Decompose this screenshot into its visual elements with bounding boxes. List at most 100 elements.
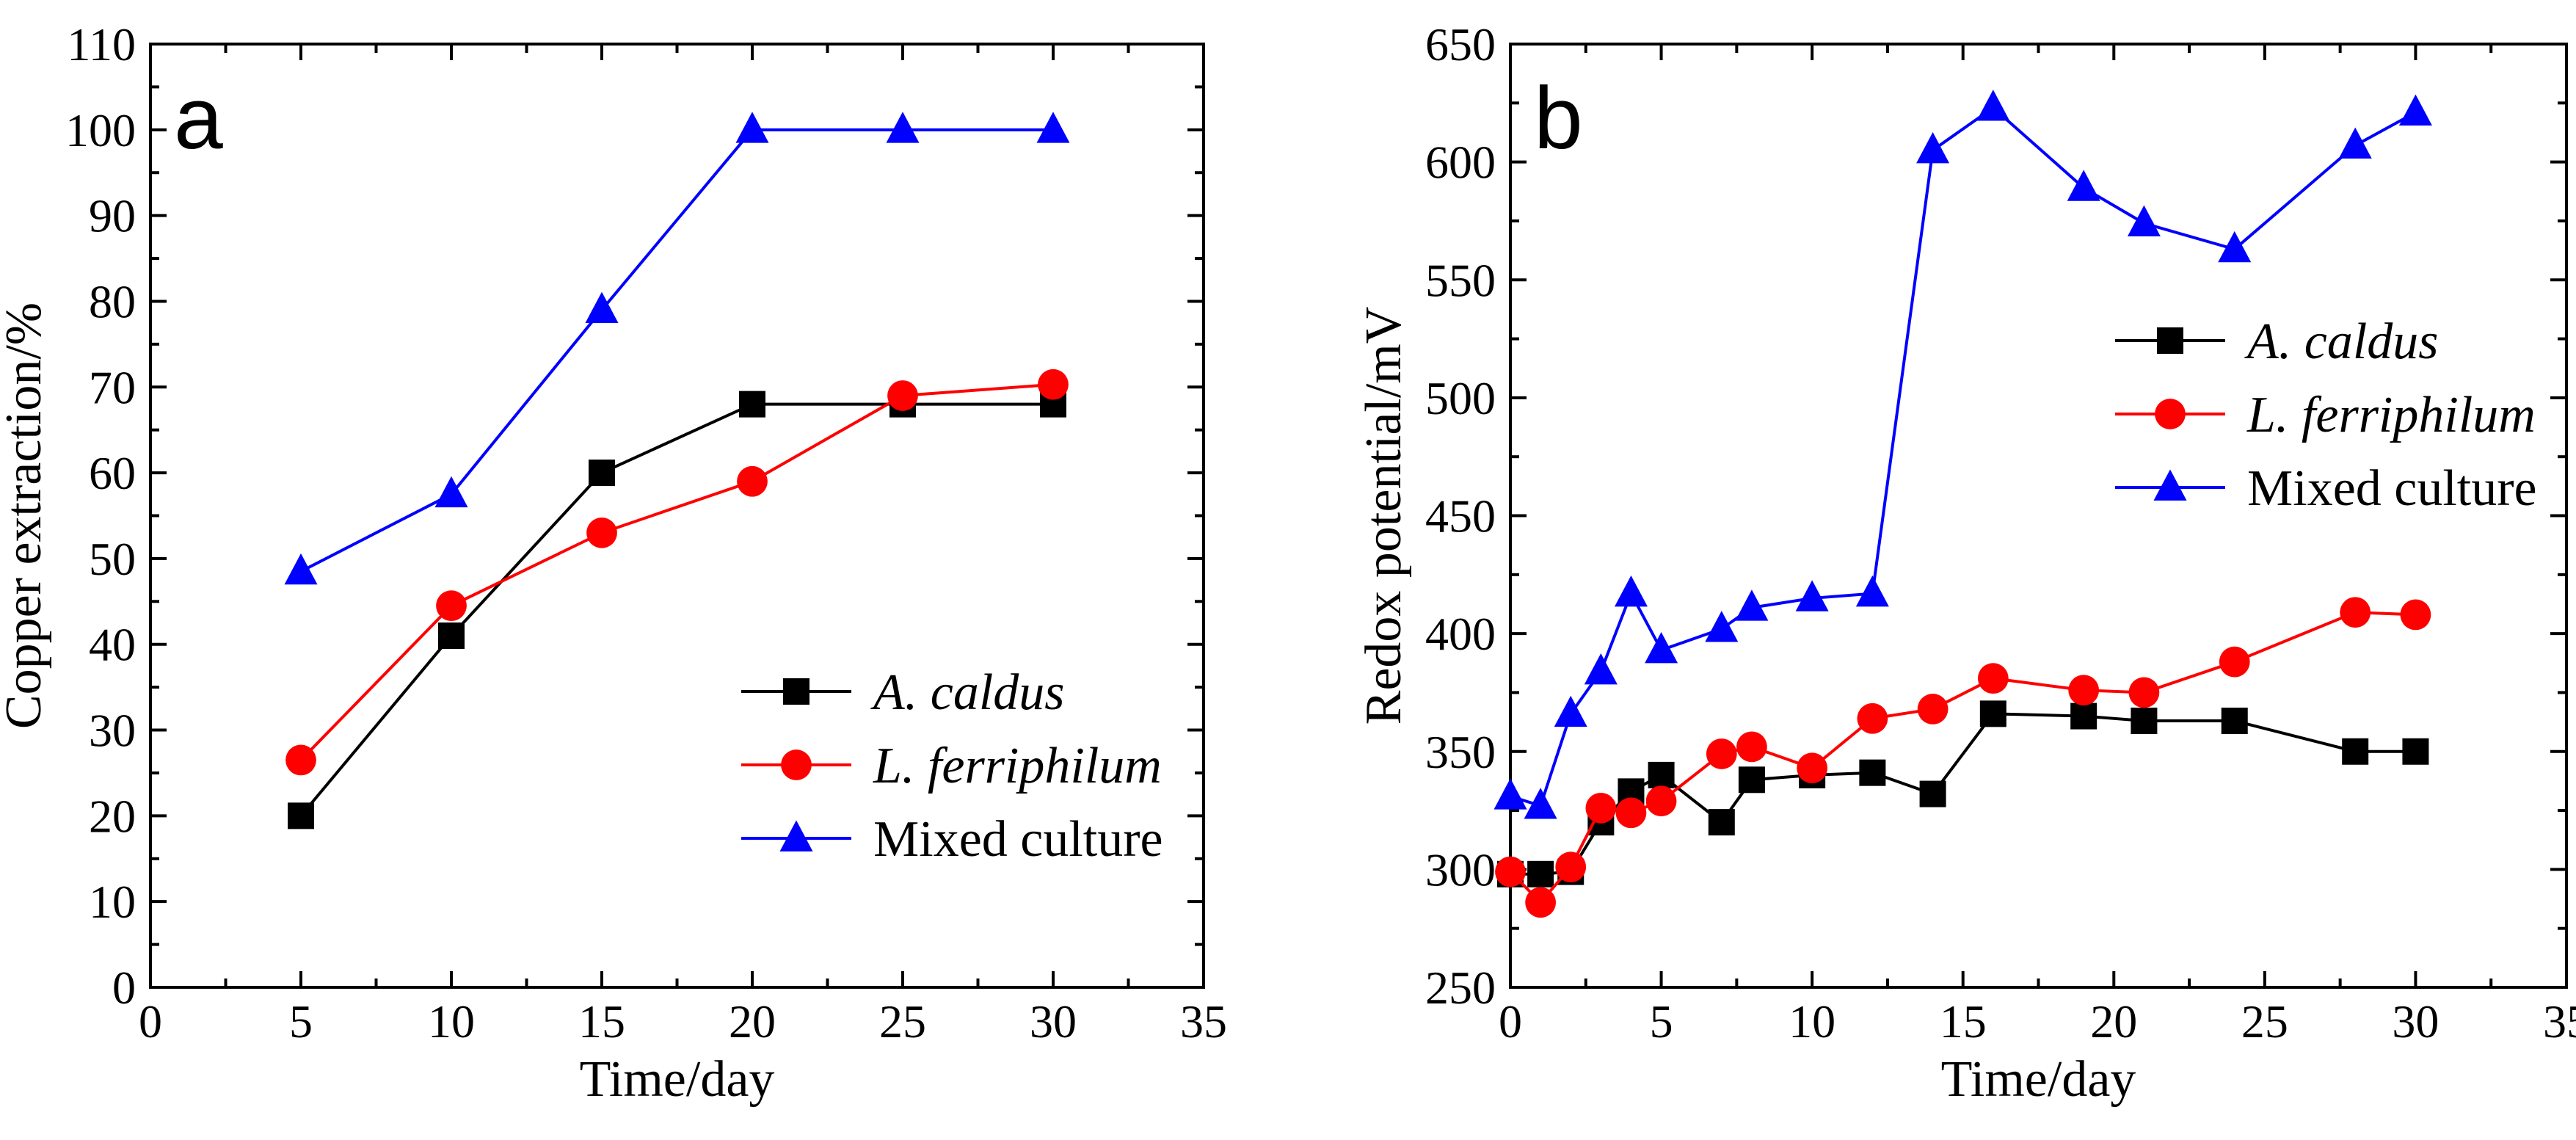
chart-b-point-mixed-culture bbox=[1735, 589, 1769, 621]
chart-a-x-tick-label: 20 bbox=[729, 995, 776, 1048]
chart-b-legend-marker-mixed-culture bbox=[2153, 469, 2187, 501]
chart-b-x-axis-title: Time/day bbox=[1941, 1051, 2136, 1108]
chart-b-point-mixed-culture bbox=[2067, 170, 2100, 201]
chart-b-point-l-ferriphilum bbox=[2128, 677, 2160, 708]
chart-a-point-mixed-culture bbox=[585, 291, 619, 323]
chart-b-point-l-ferriphilum bbox=[1585, 792, 1617, 824]
chart-b-point-l-ferriphilum bbox=[1736, 731, 1767, 763]
chart-b-point-mixed-culture bbox=[1916, 132, 1950, 164]
chart-a-point-a-caldus bbox=[739, 391, 765, 418]
chart-a-point-l-ferriphilum bbox=[586, 517, 617, 548]
chart-b-point-l-ferriphilum bbox=[1495, 856, 1526, 887]
chart-b-legend: A. caldus L. ferriphilum Mixed culture bbox=[2115, 313, 2537, 517]
chart-a-y-tick-label: 10 bbox=[89, 876, 136, 928]
chart-a-y-tick-label: 70 bbox=[89, 361, 136, 413]
chart-b-point-a-caldus bbox=[2402, 738, 2429, 765]
chart-b-legend-label-l-ferriphilum: L. ferriphilum bbox=[2246, 387, 2536, 443]
chart-b-point-a-caldus bbox=[2070, 702, 2097, 730]
chart-b-point-l-ferriphilum bbox=[2068, 675, 2100, 706]
chart-b-panel: 0 5 10 15 20 25 30 35 250 300 350 400 450 500 550 600 65… bbox=[1356, 18, 2576, 1108]
chart-b-point-l-ferriphilum bbox=[1797, 752, 1828, 784]
chart-a-x-tick-label: 30 bbox=[1030, 995, 1077, 1048]
chart-a-y-tick-label: 90 bbox=[89, 190, 136, 242]
chart-b-point-a-caldus bbox=[2342, 738, 2369, 765]
chart-b-point-l-ferriphilum bbox=[1555, 852, 1587, 883]
chart-a-point-l-ferriphilum bbox=[737, 465, 768, 497]
chart-b-point-a-caldus bbox=[1979, 700, 2006, 727]
chart-b-y-tick-label: 650 bbox=[1425, 18, 1496, 70]
chart-b-series-l-ferriphilum bbox=[1495, 597, 2431, 918]
chart-a-point-mixed-culture bbox=[886, 112, 920, 143]
chart-b-line-mixed-culture bbox=[1510, 106, 2417, 807]
chart-b-series-mixed-culture bbox=[1493, 90, 2432, 819]
chart-a-point-a-caldus bbox=[288, 802, 314, 829]
chart-a-point-mixed-culture bbox=[735, 112, 769, 143]
chart-b-legend-marker-a-caldus bbox=[2157, 327, 2183, 354]
chart-b-series-a-caldus bbox=[1497, 700, 2429, 887]
chart-a-panel: 0 5 10 15 20 25 30 35 0 10 20 30 40 50 60 70 80 90 100 110 T… bbox=[0, 18, 1227, 1108]
chart-a-y-tick-label: 50 bbox=[89, 533, 136, 585]
chart-b-point-mixed-culture bbox=[2338, 127, 2372, 159]
chart-b-point-mixed-culture bbox=[1524, 788, 1557, 819]
chart-a-series-l-ferriphilum bbox=[285, 368, 1069, 776]
chart-b-point-mixed-culture bbox=[1705, 611, 1739, 642]
chart-b-x-tick-label: 20 bbox=[2090, 995, 2137, 1048]
chart-b-point-l-ferriphilum bbox=[1645, 785, 1677, 817]
chart-b-x-tick-label: 15 bbox=[1940, 995, 1987, 1048]
chart-a-y-tick-label: 100 bbox=[65, 104, 136, 156]
chart-a-legend-label-l-ferriphilum: L. ferriphilum bbox=[873, 738, 1162, 794]
chart-a-point-a-caldus bbox=[589, 460, 615, 487]
chart-a-y-tick-label: 0 bbox=[112, 962, 136, 1014]
chart-b-panel-label: b bbox=[1534, 69, 1583, 167]
chart-a-y-tick-label: 30 bbox=[89, 705, 136, 757]
chart-a-y-tick-label: 80 bbox=[89, 275, 136, 327]
chart-b-y-tick-label: 550 bbox=[1425, 254, 1496, 306]
chart-a-x-tick-label: 10 bbox=[428, 995, 475, 1048]
chart-b-point-a-caldus bbox=[1648, 761, 1675, 788]
chart-a-point-mixed-culture bbox=[284, 553, 318, 585]
chart-b-point-l-ferriphilum bbox=[2219, 646, 2250, 678]
chart-b-point-mixed-culture bbox=[2218, 230, 2252, 263]
chart-a-line-mixed-culture bbox=[300, 128, 1053, 573]
chart-b-point-mixed-culture bbox=[1795, 580, 1829, 611]
chart-a-point-mixed-culture bbox=[434, 476, 468, 508]
chart-a-y-tick-label: 40 bbox=[89, 619, 136, 671]
chart-b-point-l-ferriphilum bbox=[1857, 702, 1888, 734]
chart-b-point-mixed-culture bbox=[1614, 575, 1648, 607]
chart-b-x-tick-label: 25 bbox=[2241, 995, 2288, 1048]
chart-b-point-a-caldus bbox=[1708, 809, 1735, 836]
chart-b-y-tick-label: 350 bbox=[1425, 726, 1496, 778]
chart-a-point-l-ferriphilum bbox=[1038, 368, 1069, 400]
chart-a-line-l-ferriphilum bbox=[299, 382, 1054, 761]
chart-b-point-mixed-culture bbox=[1584, 653, 1618, 685]
chart-a-y-tick-label: 20 bbox=[89, 790, 136, 842]
chart-b-point-l-ferriphilum bbox=[2340, 597, 2371, 628]
chart-a-panel-label: a bbox=[174, 69, 223, 167]
chart-a-x-tick-label: 35 bbox=[1180, 995, 1227, 1048]
chart-b-legend-marker-l-ferriphilum bbox=[2155, 399, 2186, 429]
chart-b-legend-label-mixed-culture: Mixed culture bbox=[2247, 460, 2537, 517]
chart-a-line-a-caldus bbox=[299, 402, 1053, 817]
chart-a-x-tick-label: 15 bbox=[578, 995, 625, 1048]
chart-a-x-tick-label: 5 bbox=[289, 995, 313, 1048]
chart-a-y-tick-label: 110 bbox=[67, 18, 136, 70]
chart-a-point-a-caldus bbox=[438, 622, 465, 650]
chart-b-point-l-ferriphilum bbox=[1977, 663, 2009, 694]
chart-b-point-a-caldus bbox=[1919, 780, 1946, 807]
chart-a-x-axis-title: Time/day bbox=[580, 1051, 775, 1108]
chart-a-legend: A. caldus L. ferriphilum Mixed culture bbox=[741, 664, 1163, 868]
chart-b-point-a-caldus bbox=[2131, 707, 2158, 734]
chart-b-point-a-caldus bbox=[1527, 860, 1554, 887]
chart-b-point-a-caldus bbox=[2221, 707, 2248, 734]
chart-a-legend-marker-l-ferriphilum bbox=[781, 749, 812, 780]
chart-b-x-tick-label: 30 bbox=[2392, 995, 2439, 1048]
chart-a-series-mixed-culture bbox=[284, 112, 1070, 585]
chart-b-point-mixed-culture bbox=[1855, 575, 1889, 607]
chart-b-line-l-ferriphilum bbox=[1509, 611, 2416, 904]
chart-b-y-axis-title: Redox potential/mV bbox=[1356, 307, 1412, 725]
chart-b-y-tick-label: 250 bbox=[1425, 962, 1496, 1014]
chart-a-point-mixed-culture bbox=[1036, 112, 1070, 143]
chart-b-point-l-ferriphilum bbox=[1525, 887, 1556, 918]
chart-a-y-axis-title: Copper extraction/% bbox=[0, 302, 52, 729]
chart-a-x-tick-label: 25 bbox=[879, 995, 926, 1048]
